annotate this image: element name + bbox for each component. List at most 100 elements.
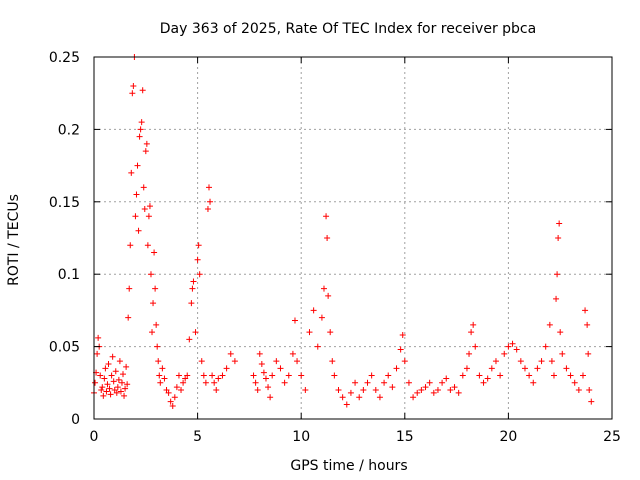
data-point (173, 384, 180, 391)
data-point (101, 375, 108, 382)
data-point (123, 363, 130, 370)
data-point (152, 285, 159, 292)
data-point (154, 343, 161, 350)
data-point (430, 389, 437, 396)
data-point (211, 379, 218, 386)
data-point (156, 372, 163, 379)
data-point (213, 387, 220, 394)
data-point (112, 368, 119, 375)
data-point (553, 295, 560, 302)
data-point (127, 242, 134, 249)
data-point (129, 90, 136, 97)
data-point (157, 379, 164, 386)
data-point (364, 379, 371, 386)
data-point (399, 332, 406, 339)
data-point (455, 389, 462, 396)
data-point (331, 372, 338, 379)
data-point (291, 317, 298, 324)
data-point (586, 387, 593, 394)
data-point (488, 365, 495, 372)
data-point (205, 184, 212, 191)
data-point (582, 307, 589, 314)
data-point (588, 398, 595, 405)
data-point (557, 329, 564, 336)
data-point (120, 371, 127, 378)
data-point (509, 340, 516, 347)
data-point (584, 321, 591, 328)
data-point (260, 369, 267, 376)
data-point (194, 256, 201, 263)
x-tick-label: 15 (396, 429, 414, 445)
data-point (548, 358, 555, 365)
data-point (439, 379, 446, 386)
data-point (352, 379, 359, 386)
data-point (466, 350, 473, 357)
grid-lines (94, 57, 612, 419)
data-point (472, 343, 479, 350)
data-point (258, 360, 265, 367)
data-point (484, 375, 491, 382)
data-point (339, 394, 346, 401)
data-point (468, 329, 475, 336)
data-point (265, 384, 272, 391)
x-tick-label: 5 (193, 429, 202, 445)
x-tick-label: 0 (90, 429, 99, 445)
data-point (314, 343, 321, 350)
data-point (122, 385, 129, 392)
data-point (124, 381, 131, 388)
data-point (144, 242, 151, 249)
data-point (189, 285, 196, 292)
data-point (180, 379, 187, 386)
data-point (320, 285, 327, 292)
data-point (98, 387, 105, 394)
y-tick-label: 0.1 (58, 267, 80, 283)
data-point (360, 387, 367, 394)
y-tick-label: 0 (71, 412, 80, 428)
data-point (497, 372, 504, 379)
data-point (137, 126, 144, 133)
data-point (204, 206, 211, 213)
data-point (103, 388, 110, 395)
data-point (555, 235, 562, 241)
data-point (447, 387, 454, 394)
x-tick-label: 20 (499, 429, 517, 445)
data-point (513, 346, 520, 353)
data-point (106, 385, 113, 392)
data-point (585, 350, 592, 357)
x-axis-label: GPS time / hours (290, 458, 407, 474)
data-point (95, 334, 102, 341)
data-point (155, 358, 162, 365)
data-point (343, 401, 350, 408)
y-tick-label: 0.05 (49, 340, 80, 356)
data-point (171, 394, 178, 401)
data-point (575, 387, 582, 394)
data-point (368, 372, 375, 379)
data-point (116, 358, 123, 365)
data-point (195, 242, 202, 249)
data-point (556, 220, 563, 227)
data-point (521, 365, 528, 372)
data-point (207, 198, 214, 205)
data-point (397, 346, 404, 353)
data-point (298, 372, 305, 379)
data-point (389, 384, 396, 391)
data-point (567, 372, 574, 379)
data-point (130, 82, 137, 89)
data-point (114, 384, 121, 391)
data-point (534, 365, 541, 372)
data-point (142, 148, 149, 155)
data-point (526, 372, 533, 379)
data-point (376, 394, 383, 401)
data-point (480, 379, 487, 386)
data-point (128, 169, 135, 176)
data-point (254, 387, 261, 394)
data-point (100, 392, 107, 399)
data-point (414, 389, 421, 396)
data-point (125, 314, 132, 321)
data-point (151, 249, 158, 256)
data-point (302, 387, 309, 394)
data-point (306, 329, 313, 336)
x-tick-label: 10 (292, 429, 310, 445)
data-point (138, 119, 145, 126)
data-point (262, 375, 269, 382)
